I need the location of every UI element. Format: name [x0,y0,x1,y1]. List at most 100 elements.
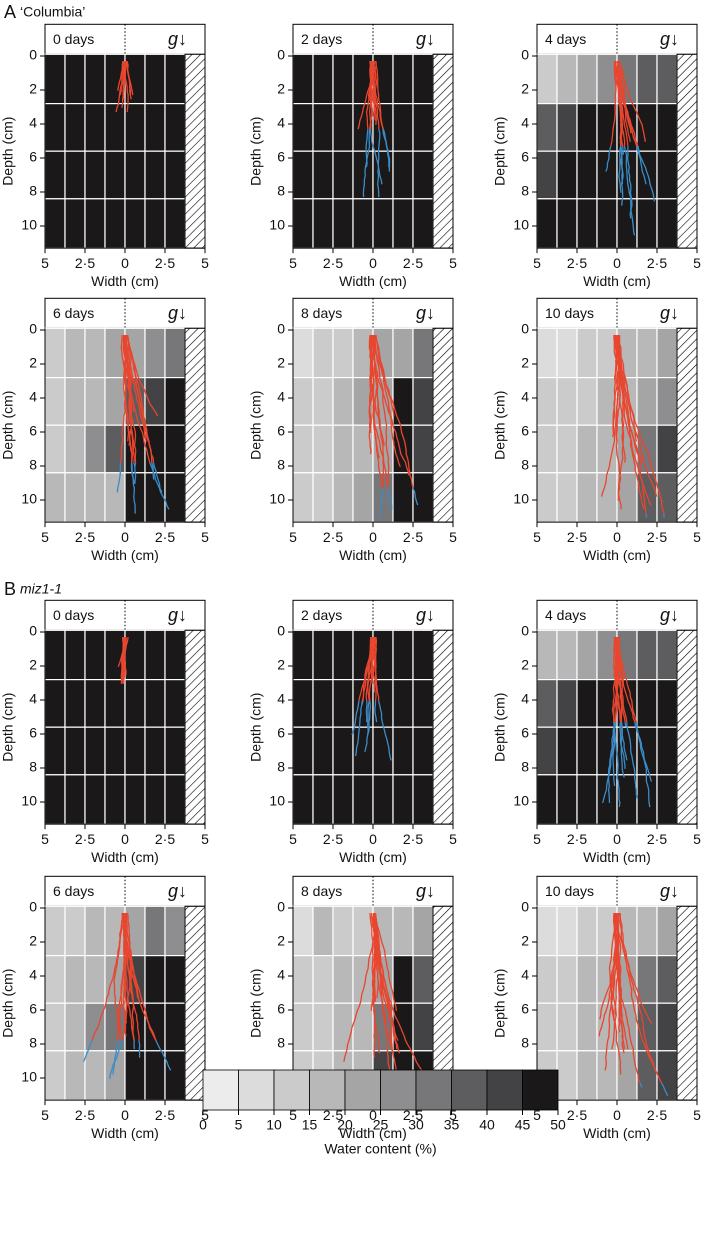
y-tick-label: 10 [21,1069,37,1085]
cell [292,327,314,379]
cell [332,629,354,681]
cell [596,198,618,249]
cell [164,1050,186,1101]
x-tick-label: 5 [693,831,701,847]
x-tick-label: 2·5 [403,1107,423,1123]
y-tick-label: 10 [513,491,529,507]
cell [392,198,414,249]
cell [556,377,578,426]
colorbar-tick-label: 50 [550,1117,566,1133]
y-tick-label: 6 [29,1001,37,1017]
container-wall [184,905,206,1101]
cell [144,678,166,728]
root [374,913,398,1011]
cell [536,629,558,681]
cell [332,53,354,105]
y-tick-label: 0 [277,321,285,337]
cell [576,774,598,825]
root-young [635,145,647,185]
y-tick-label: 4 [521,389,529,405]
cell [144,53,166,105]
x-tick-label: 5 [533,1107,541,1123]
cell [576,327,598,379]
cell [44,53,66,105]
panel: 8 days g↓ 0 2 4 6 8 10 5 2·5 0 2·5 5 Width (cm) Depth … [248,297,457,563]
y-axis-label: Depth (cm) [492,693,508,762]
x-axis-label: Width (cm) [91,1125,159,1141]
x-tick-label: 2·5 [567,529,587,545]
cell [332,954,354,1004]
y-axis-label: Depth (cm) [492,969,508,1038]
root [618,60,638,147]
x-tick-label: 5 [449,255,457,271]
y-tick-label: 2 [277,355,285,371]
cell [312,327,334,379]
x-axis-label: Width (cm) [583,273,651,289]
root [119,60,124,96]
y-tick-label: 4 [277,115,285,131]
y-axis-label: Depth (cm) [0,117,16,186]
cell [352,954,374,1004]
cell [312,472,334,523]
cell [332,472,354,523]
cell [64,198,86,249]
root [612,335,618,438]
root-young [378,488,384,519]
cell [412,774,434,825]
root [613,61,623,147]
cell [312,53,334,105]
container-wall [432,629,454,825]
cell [44,774,66,825]
root [618,60,647,142]
x-tick-label: 2·5 [403,529,423,545]
y-tick-label: 6 [521,725,529,741]
gravity-label: g↓ [168,303,187,323]
cell [332,905,354,957]
cell [312,774,334,825]
colorbar-bin [451,1069,488,1111]
cell [392,150,414,200]
cell [636,53,658,105]
x-tick-label: 0 [121,255,129,271]
cell [636,472,658,523]
y-tick-label: 0 [277,623,285,639]
cell [392,327,414,379]
gravity-label: g↓ [660,605,679,625]
root-young [602,721,616,804]
x-tick-label: 5 [289,529,297,545]
y-tick-label: 6 [521,1001,529,1017]
container-wall [432,53,454,249]
root [370,334,390,485]
x-tick-label: 5 [693,1107,701,1123]
root [126,913,135,1041]
cell [536,954,558,1004]
colorbar-bin [522,1069,559,1111]
colorbar-bin [273,1069,310,1111]
y-tick-label: 10 [21,491,37,507]
cell [64,629,86,681]
y-tick-label: 8 [521,183,529,199]
panel-letter: B [4,579,16,599]
root-young [131,462,136,485]
cell [332,774,354,825]
cell [412,905,434,957]
cell [392,629,414,681]
cell [576,150,598,200]
cell [556,726,578,776]
cell [412,150,434,200]
cell [392,678,414,728]
cell [536,726,558,776]
cell [392,53,414,105]
panel: 4 days g↓ 0 2 4 6 8 10 5 2·5 0 2·5 5 Width (cm) Depth … [492,23,701,289]
y-tick-label: 10 [513,217,529,233]
root-young [116,462,122,493]
root-young [377,700,392,761]
root [615,335,622,429]
cell [556,954,578,1004]
root-young [112,1040,119,1075]
cell [64,678,86,728]
cell [656,377,678,426]
